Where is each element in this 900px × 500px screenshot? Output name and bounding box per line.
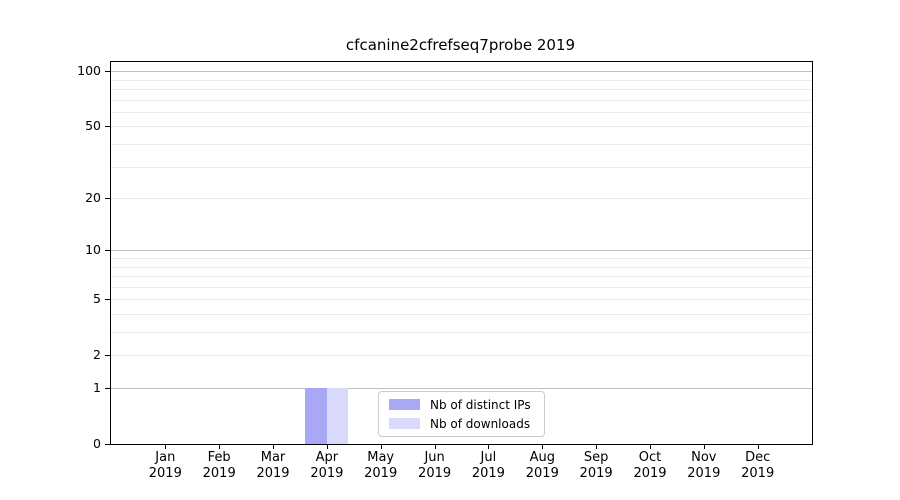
y-tick-label: 0 bbox=[93, 436, 101, 452]
major-gridline bbox=[111, 388, 812, 389]
legend-label-downloads: Nb of downloads bbox=[430, 416, 531, 431]
legend-label-distinct-ips: Nb of distinct IPs bbox=[430, 397, 531, 412]
minor-gridline bbox=[111, 88, 812, 90]
y-tick-label: 50 bbox=[85, 118, 101, 134]
legend-entry-distinct-ips: Nb of distinct IPs bbox=[389, 398, 534, 412]
bar-apr-series-1 bbox=[326, 388, 349, 444]
x-tick-mark bbox=[273, 444, 274, 449]
x-tick-label: Mar 2019 bbox=[256, 450, 290, 481]
y-tick-label: 1 bbox=[93, 380, 101, 396]
x-tick-mark bbox=[542, 444, 544, 449]
y-tick-label: 100 bbox=[77, 63, 101, 79]
y-tick-mark bbox=[105, 388, 110, 389]
y-tick-mark bbox=[105, 355, 110, 357]
x-tick-label: Jun 2019 bbox=[418, 450, 452, 481]
minor-gridline bbox=[111, 257, 812, 259]
x-tick-mark bbox=[219, 444, 221, 449]
y-tick-label: 10 bbox=[85, 242, 101, 258]
x-tick-mark bbox=[380, 444, 382, 449]
minor-gridline bbox=[111, 355, 812, 357]
y-tick-mark bbox=[105, 126, 110, 128]
y-tick-label: 2 bbox=[93, 347, 101, 363]
legend-swatch-distinct-ips bbox=[389, 399, 420, 410]
minor-gridline bbox=[111, 79, 812, 81]
y-tick-label: 5 bbox=[93, 291, 101, 307]
x-tick-label: Nov 2019 bbox=[687, 450, 721, 481]
y-tick-mark bbox=[105, 444, 110, 445]
minor-gridline bbox=[111, 111, 812, 113]
x-tick-label: Jul 2019 bbox=[471, 450, 505, 481]
minor-gridline bbox=[111, 143, 812, 145]
minor-gridline bbox=[111, 332, 812, 333]
major-gridline bbox=[111, 250, 812, 252]
minor-gridline bbox=[111, 276, 812, 277]
y-tick-label: 20 bbox=[85, 190, 101, 206]
plot-area: 0 1 2 5 10 20 50 100 Jan 2019 Feb 2019 Mar 2019 Ap… bbox=[77, 61, 813, 481]
x-tick-label: Aug 2019 bbox=[525, 450, 559, 481]
x-tick-mark bbox=[650, 444, 651, 449]
y-tick-mark bbox=[105, 250, 110, 252]
minor-gridline bbox=[111, 126, 812, 128]
x-tick-label: May 2019 bbox=[364, 450, 398, 481]
y-tick-mark bbox=[105, 299, 110, 301]
x-tick-mark bbox=[326, 444, 328, 449]
x-tick-mark bbox=[488, 444, 490, 449]
legend-entry-downloads: Nb of downloads bbox=[389, 417, 534, 431]
legend: Nb of distinct IPs Nb of downloads bbox=[378, 391, 545, 437]
x-tick-label: Sep 2019 bbox=[579, 450, 613, 481]
legend-swatch-downloads bbox=[389, 418, 420, 429]
minor-gridline bbox=[111, 299, 812, 301]
x-tick-mark bbox=[434, 444, 436, 449]
minor-gridline bbox=[111, 286, 812, 288]
chart-title: cfcanine2cfrefseq7probe 2019 bbox=[345, 36, 576, 54]
minor-gridline bbox=[111, 99, 812, 101]
x-tick-label: Jan 2019 bbox=[148, 450, 182, 481]
x-tick-label: Dec 2019 bbox=[741, 450, 775, 481]
x-tick-mark bbox=[703, 444, 705, 449]
minor-gridline bbox=[111, 266, 812, 268]
bar-apr-series-0 bbox=[305, 388, 327, 444]
x-tick-label: Oct 2019 bbox=[633, 450, 667, 481]
y-tick-mark bbox=[105, 198, 110, 199]
x-tick-mark bbox=[165, 444, 167, 449]
x-tick-mark bbox=[757, 444, 759, 449]
x-tick-label: Apr 2019 bbox=[310, 450, 344, 481]
major-gridline bbox=[111, 71, 812, 73]
minor-gridline bbox=[111, 313, 812, 315]
x-tick-mark bbox=[596, 444, 598, 449]
y-tick-mark bbox=[105, 71, 110, 73]
x-tick-label: Feb 2019 bbox=[202, 450, 236, 481]
minor-gridline bbox=[111, 198, 812, 199]
minor-gridline bbox=[111, 166, 812, 168]
